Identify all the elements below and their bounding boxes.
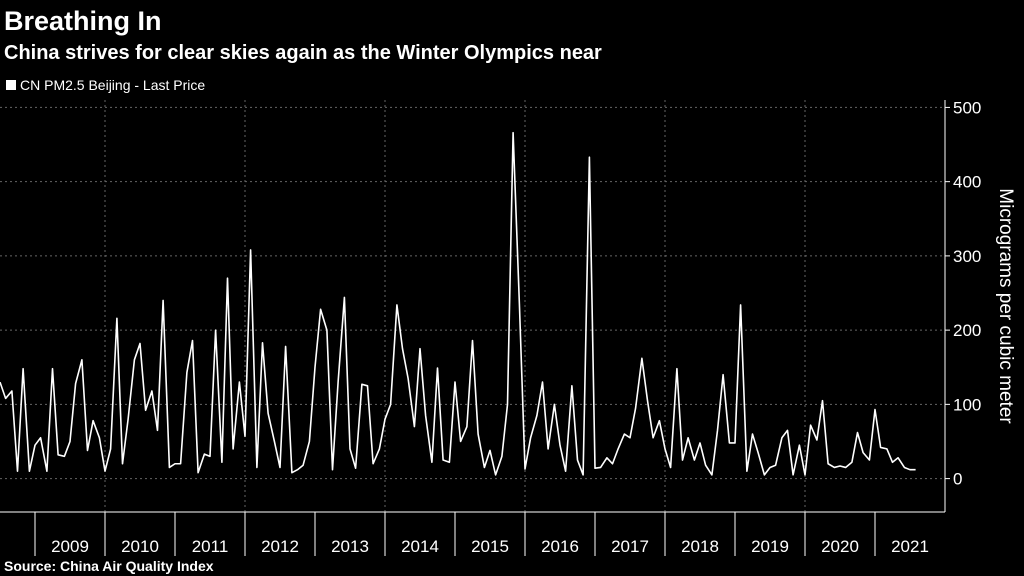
y-tick-label: 100 — [953, 395, 981, 414]
source: Source: China Air Quality Index — [4, 558, 214, 574]
y-tick-label: 300 — [953, 247, 981, 266]
x-tick-label: 2010 — [121, 537, 159, 556]
legend-swatch — [6, 80, 16, 90]
x-tick-label: 2009 — [51, 537, 89, 556]
line — [0, 131, 916, 476]
x-tick-label: 2011 — [192, 537, 229, 556]
x-tick-label: 2019 — [751, 537, 789, 556]
x-tick-label: 2021 — [891, 537, 929, 556]
y-axis-label: Micrograms per cubic meter — [995, 188, 1016, 424]
x-tick-label: 2014 — [401, 537, 439, 556]
x-tick-label: 2018 — [681, 537, 719, 556]
x-tick-label: 2013 — [331, 537, 369, 556]
x-tick-label: 2012 — [261, 537, 299, 556]
y-tick-label: 0 — [953, 470, 962, 489]
y-tick-label: 500 — [953, 98, 981, 117]
x-tick-label: 2017 — [611, 537, 649, 556]
legend-label: CN PM2.5 Beijing - Last Price — [20, 77, 205, 93]
x-tick-label: 2016 — [541, 537, 579, 556]
y-tick-label: 400 — [953, 173, 981, 192]
chart-subtitle: China strives for clear skies again as t… — [4, 42, 602, 64]
chart-title: Breathing In — [4, 6, 162, 36]
x-tick-label: 2015 — [471, 537, 509, 556]
y-tick-label: 200 — [953, 321, 981, 340]
x-tick-label: 2020 — [821, 537, 859, 556]
